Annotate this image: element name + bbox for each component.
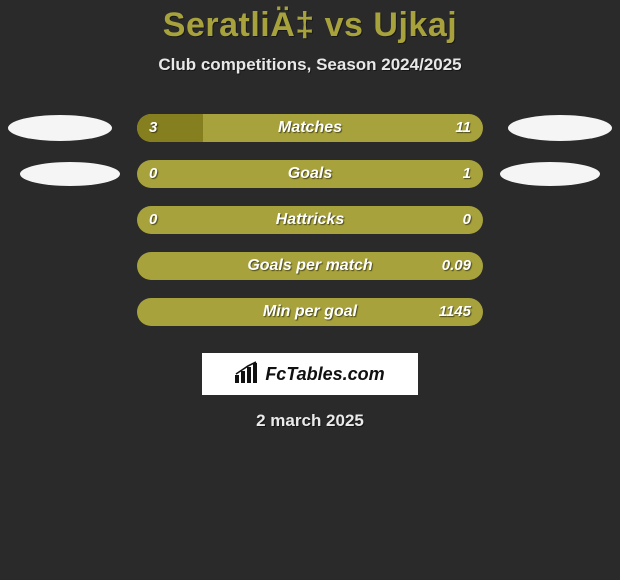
stat-label: Hattricks	[137, 206, 483, 234]
stat-bar: Goals per match 0.09	[137, 252, 483, 280]
stat-row-goals: 0 Goals 1	[0, 151, 620, 197]
stat-label: Matches	[137, 114, 483, 142]
player-left-photo	[20, 162, 120, 186]
stat-bar: 3 Matches 11	[137, 114, 483, 142]
stats-rows: 3 Matches 11 0 Goals 1 0 Hattricks	[0, 105, 620, 335]
stat-bar: Min per goal 1145	[137, 298, 483, 326]
brand-text: FcTables.com	[265, 364, 384, 385]
brand-badge[interactable]: FcTables.com	[202, 353, 418, 395]
stat-value-right: 0	[463, 206, 471, 234]
stat-bar: 0 Goals 1	[137, 160, 483, 188]
page-root: SeratliÄ‡ vs Ujkaj Club competitions, Se…	[0, 0, 620, 580]
stat-value-right: 1145	[439, 298, 471, 326]
stat-label: Goals per match	[137, 252, 483, 280]
brand-chart-icon	[235, 361, 259, 388]
stat-row-matches: 3 Matches 11	[0, 105, 620, 151]
stat-row-goals-per-match: Goals per match 0.09	[0, 243, 620, 289]
date-text: 2 march 2025	[0, 411, 620, 431]
page-title: SeratliÄ‡ vs Ujkaj	[0, 0, 620, 45]
brand-inner: FcTables.com	[202, 353, 418, 395]
stat-row-hattricks: 0 Hattricks 0	[0, 197, 620, 243]
player-right-photo	[508, 115, 612, 141]
page-subtitle: Club competitions, Season 2024/2025	[0, 55, 620, 75]
stat-value-right: 11	[455, 114, 471, 142]
player-left-photo	[8, 115, 112, 141]
stat-value-right: 0.09	[442, 252, 471, 280]
stat-value-right: 1	[463, 160, 471, 188]
stat-bar: 0 Hattricks 0	[137, 206, 483, 234]
player-right-photo	[500, 162, 600, 186]
stat-label: Goals	[137, 160, 483, 188]
stat-row-min-per-goal: Min per goal 1145	[0, 289, 620, 335]
stat-label: Min per goal	[137, 298, 483, 326]
